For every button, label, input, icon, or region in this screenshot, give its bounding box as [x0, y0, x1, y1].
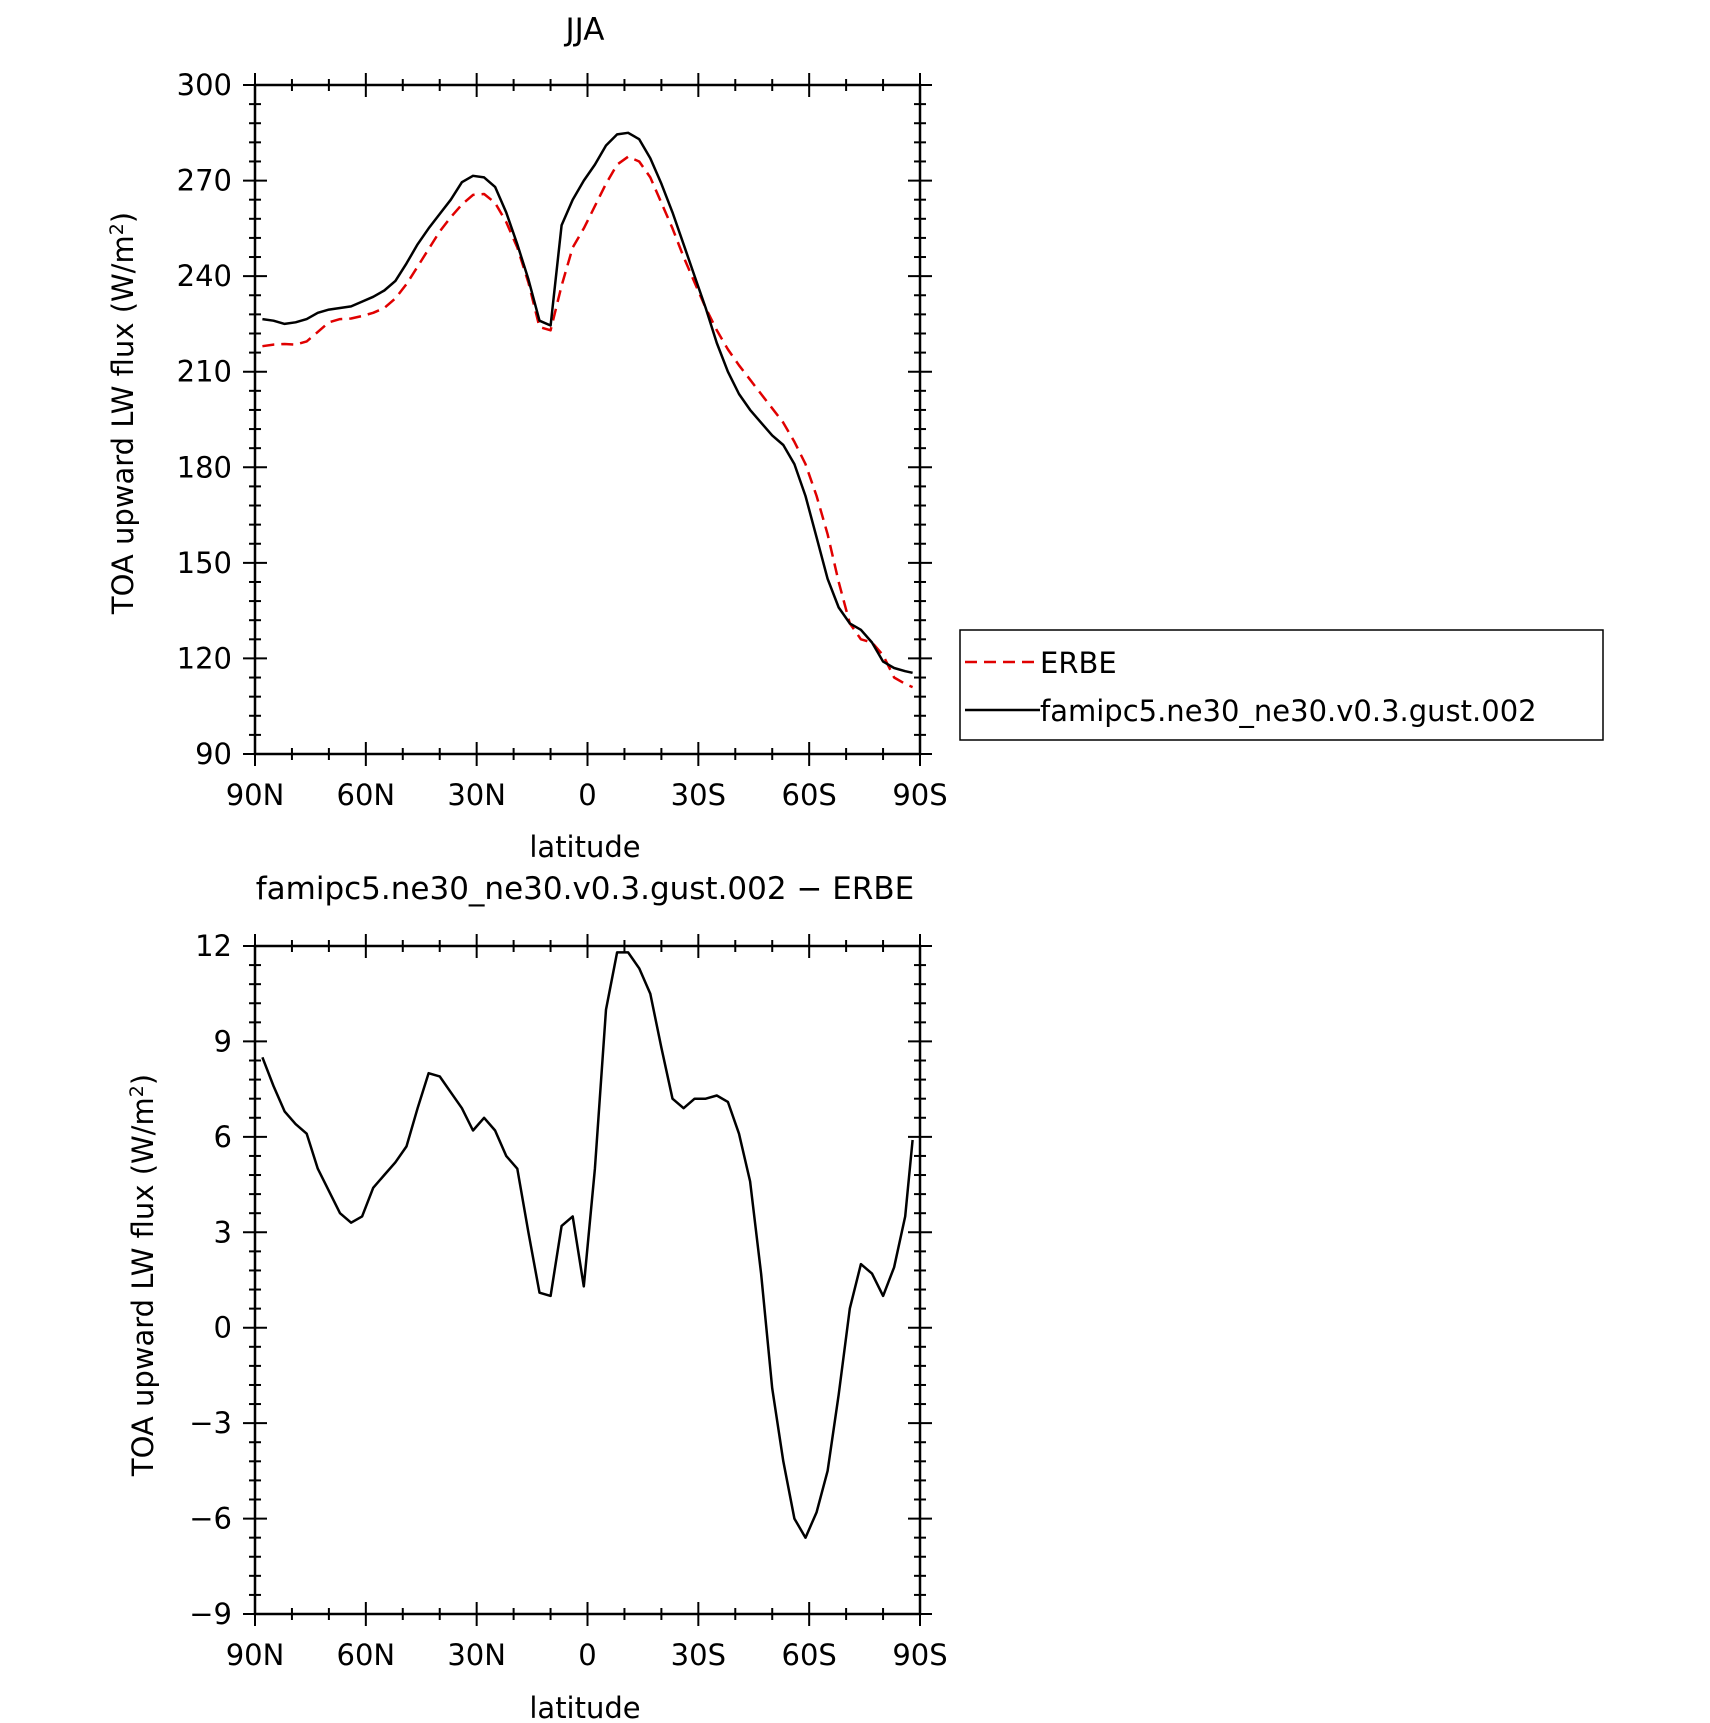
- bottom-x-tick-label: 0: [578, 1638, 596, 1672]
- legend-label-erbe: ERBE: [1040, 646, 1117, 680]
- bottom-x-tick-label: 60S: [782, 1638, 837, 1672]
- top-series-line-1: [262, 131, 913, 675]
- top-x-tick-label: 90N: [226, 778, 285, 812]
- bottom-x-tick-label: 90S: [892, 1638, 947, 1672]
- bottom-plot-frame: [253, 944, 922, 1616]
- top-y-tick-label: 150: [177, 546, 232, 580]
- top-y-tick-label: 300: [177, 68, 232, 102]
- top-x-tick-label: 0: [578, 778, 596, 812]
- bottom-x-tick-label: 60N: [337, 1638, 396, 1672]
- bottom-panel: famipc5.ne30_ne30.v0.3.gust.002 − ERBE 9…: [126, 871, 948, 1723]
- top-chart-title: JJA: [564, 12, 605, 48]
- bottom-y-axis-label: TOA upward LW flux (W/m2): [126, 1074, 160, 1477]
- top-x-tick-label: 90S: [892, 778, 947, 812]
- top-y-axis-label: TOA upward LW flux (W/m2): [106, 212, 140, 615]
- bottom-plot-area: 90N 60N 30N 0 30S 60S 90S −9 −6 −3 0 3 6 9 12: [189, 929, 947, 1672]
- top-y-tick-label: 90: [195, 737, 232, 771]
- legend-label-model: famipc5.ne30_ne30.v0.3.gust.002: [1040, 694, 1537, 728]
- top-plot-area: 90N 60N 30N 0 30S 60S 90S 90 120 150 180 210 240 270 3…: [177, 68, 948, 812]
- top-y-tick-label: 240: [177, 259, 232, 293]
- bottom-y-tick-label: 9: [214, 1024, 232, 1058]
- top-series-line-0: [262, 155, 914, 689]
- bottom-y-tick-label: 3: [214, 1215, 232, 1249]
- top-x-tick-label: 60N: [337, 778, 396, 812]
- top-y-tick-label: 210: [177, 355, 232, 389]
- top-x-axis-label: latitude: [529, 830, 640, 864]
- bottom-y-tick-label: 0: [214, 1311, 232, 1345]
- bottom-y-tick-label: 6: [214, 1120, 232, 1154]
- bottom-y-tick-label: −9: [189, 1597, 232, 1631]
- top-x-tick-label: 30N: [447, 778, 506, 812]
- bottom-chart-title: famipc5.ne30_ne30.v0.3.gust.002 − ERBE: [256, 871, 915, 907]
- top-x-tick-label: 30S: [671, 778, 726, 812]
- bottom-x-tick-label: 30N: [447, 1638, 506, 1672]
- top-y-tick-label: 120: [177, 641, 232, 675]
- top-x-tick-label: 60S: [782, 778, 837, 812]
- bottom-y-tick-label: 12: [195, 929, 232, 963]
- bottom-series-line-0: [261, 951, 914, 1539]
- top-panel: JJA 90N 60N 30N 0 30S 60S 90S 90 120 150 180 210 240…: [106, 12, 948, 864]
- legend-box: [959, 629, 1604, 741]
- bottom-x-tick-label: 30S: [671, 1638, 726, 1672]
- top-y-tick-label: 270: [177, 164, 232, 198]
- top-plot-frame: [253, 83, 922, 756]
- legend: ERBE famipc5.ne30_ne30.v0.3.gust.002: [959, 629, 1604, 741]
- bottom-x-axis-label: latitude: [529, 1691, 640, 1723]
- bottom-y-tick-label: −3: [189, 1406, 232, 1440]
- top-y-tick-label: 180: [177, 450, 232, 484]
- bottom-x-tick-label: 90N: [226, 1638, 285, 1672]
- bottom-y-tick-label: −6: [189, 1502, 232, 1536]
